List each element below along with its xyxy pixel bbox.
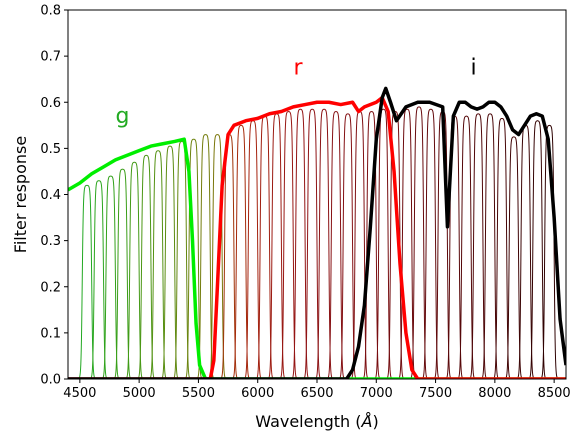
y-axis-label: Filter response [11, 136, 30, 253]
narrowband-filter-curve [327, 111, 345, 379]
narrowband-filter-curve [279, 111, 298, 379]
x-tick-label: 8500 [538, 386, 571, 401]
narrowband-filter-curve [185, 138, 203, 379]
narrowband-filter-curve [291, 108, 310, 379]
y-tick-label: 0.7 [40, 50, 61, 65]
g-band-curve [68, 137, 566, 379]
narrowband-filter-curve [315, 108, 333, 379]
y-tick-label: 0.6 [40, 96, 61, 111]
i-band-curve [68, 86, 566, 379]
x-tick-label: 8000 [478, 386, 511, 401]
x-tick-label: 5000 [123, 386, 156, 401]
filter-label-g: g [116, 104, 130, 129]
y-axis-ticks: 0.0 0.1 0.2 0.3 0.4 0.5 0.6 0.7 0.8 [40, 4, 68, 388]
narrowband-filter-curve [528, 120, 547, 379]
y-tick-label: 0.3 [40, 234, 61, 249]
x-tick-label: 4500 [63, 386, 96, 401]
narrowband-filter-curve [208, 134, 227, 379]
x-axis-ticks: 4500 5000 5500 6000 6500 7000 7500 8000 8500 [63, 379, 571, 401]
y-tick-label: 0.1 [40, 326, 61, 341]
x-tick-label: 5500 [182, 386, 215, 401]
narrowband-filter-curve [457, 115, 476, 379]
x-tick-label: 6000 [241, 386, 274, 401]
y-tick-label: 0.2 [40, 280, 61, 295]
narrowband-filter-curve [196, 134, 215, 379]
narrowband-filter-curve [481, 113, 499, 379]
narrowband-filter-curve [137, 154, 155, 379]
narrowband-filter-curve [493, 117, 511, 379]
x-tick-label: 7500 [419, 386, 452, 401]
narrowband-filter-curve [469, 113, 487, 379]
narrowband-filter-curve [90, 180, 108, 379]
narrowband-filter-curve [339, 113, 357, 379]
x-tick-label: 7000 [360, 386, 393, 401]
filter-annotations: g r i [116, 56, 477, 129]
narrowband-filter-curve [113, 168, 132, 379]
narrowband-filter-curve [398, 108, 416, 379]
narrowband-filter-curve [362, 111, 381, 379]
y-tick-label: 0.5 [40, 142, 61, 157]
y-tick-label: 0.8 [40, 4, 61, 19]
narrowband-filter-curve [125, 161, 144, 379]
narrowband-filter-curve [505, 136, 523, 379]
x-tick-label: 6500 [300, 386, 333, 401]
r-band-curve [68, 95, 566, 379]
narrowband-filter-curve [540, 124, 559, 379]
narrowband-filter-curve [161, 145, 179, 379]
narrowband-filter-curve [422, 108, 440, 379]
narrowband-filter-curve [374, 108, 393, 379]
filter-label-r: r [294, 56, 304, 81]
narrowband-filter-curve [232, 124, 250, 379]
narrowband-filter-curve [102, 175, 120, 379]
narrowband-filter-curve [303, 108, 321, 379]
broadband-filter-layer [68, 86, 566, 379]
narrowband-filter-curve [410, 106, 428, 379]
x-axis-label: Wavelength (Å) [255, 412, 378, 431]
narrowband-filter-curve [149, 150, 167, 379]
y-tick-label: 0.0 [40, 373, 61, 388]
filter-label-i: i [470, 56, 476, 81]
y-tick-label: 0.4 [40, 188, 61, 203]
narrowband-filter-curve [78, 184, 96, 379]
